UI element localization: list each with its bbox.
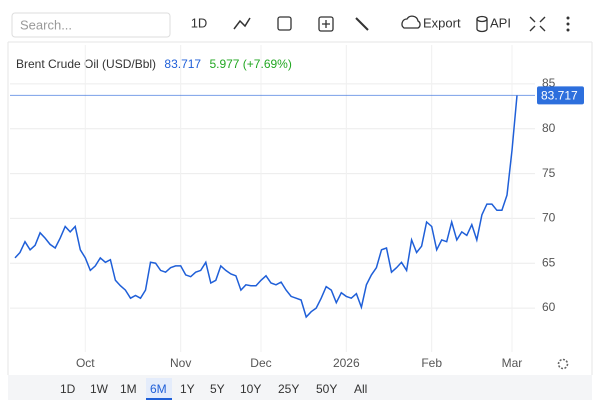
line-icon[interactable] xyxy=(233,17,251,30)
menu-dot xyxy=(566,28,570,32)
x-tick-label: Nov xyxy=(170,356,191,370)
x-tick-label: Oct xyxy=(76,356,95,370)
last-price-tag xyxy=(537,86,584,105)
fullscreen-icon[interactable] xyxy=(529,16,546,32)
add-icon-plus xyxy=(322,20,330,28)
x-tick-label: Dec xyxy=(250,356,271,370)
api-icon-body xyxy=(476,19,488,33)
range-button[interactable]: 25Y xyxy=(278,382,299,396)
x-tick-label: 2026 xyxy=(333,356,360,370)
interval-button[interactable]: 1D xyxy=(191,15,208,30)
x-tick-label: Mar xyxy=(502,356,523,370)
range-button[interactable]: 10Y xyxy=(240,382,261,396)
y-tick-label: 70 xyxy=(542,211,556,225)
y-tick-label: 60 xyxy=(542,300,556,314)
range-button[interactable]: 1D xyxy=(60,382,76,396)
api-button[interactable]: API xyxy=(490,15,511,30)
y-tick-label: 80 xyxy=(542,121,556,135)
legend-title: Brent Crude Oil (USD/Bbl) xyxy=(16,57,156,71)
range-button[interactable]: 1W xyxy=(90,382,109,396)
export-button[interactable]: Export xyxy=(423,15,461,30)
y-tick-label: 65 xyxy=(542,255,556,269)
calendar-icon[interactable] xyxy=(277,16,292,31)
price-line xyxy=(14,95,518,319)
menu-dot[interactable] xyxy=(566,16,570,20)
legend: Brent Crude Oil (USD/Bbl) 83.717 5.977 (… xyxy=(16,57,292,71)
range-active-bg xyxy=(146,378,172,400)
range-button[interactable]: 1Y xyxy=(180,382,195,396)
range-button[interactable]: 1M xyxy=(120,382,137,396)
range-button[interactable]: 6M xyxy=(150,382,167,396)
search-box[interactable] xyxy=(11,12,171,38)
add-icon[interactable] xyxy=(318,16,334,32)
search-placeholder[interactable]: Search... xyxy=(20,17,72,32)
api-icon[interactable] xyxy=(476,15,488,23)
range-button[interactable]: All xyxy=(354,382,367,396)
menu-dot xyxy=(566,22,570,26)
y-tick-label: 75 xyxy=(542,166,556,180)
x-tick-label: Feb xyxy=(421,356,442,370)
legend-price: 83.717 xyxy=(164,57,201,71)
range-button[interactable]: 5Y xyxy=(210,382,225,396)
range-bar xyxy=(8,375,592,400)
range-button[interactable]: 50Y xyxy=(316,382,337,396)
legend-change: 5.977 (+7.69%) xyxy=(209,57,291,71)
tools-icon[interactable] xyxy=(355,17,369,31)
export-icon[interactable] xyxy=(401,15,421,29)
last-price-label: 83.717 xyxy=(541,89,578,103)
settings-icon[interactable] xyxy=(557,358,569,370)
